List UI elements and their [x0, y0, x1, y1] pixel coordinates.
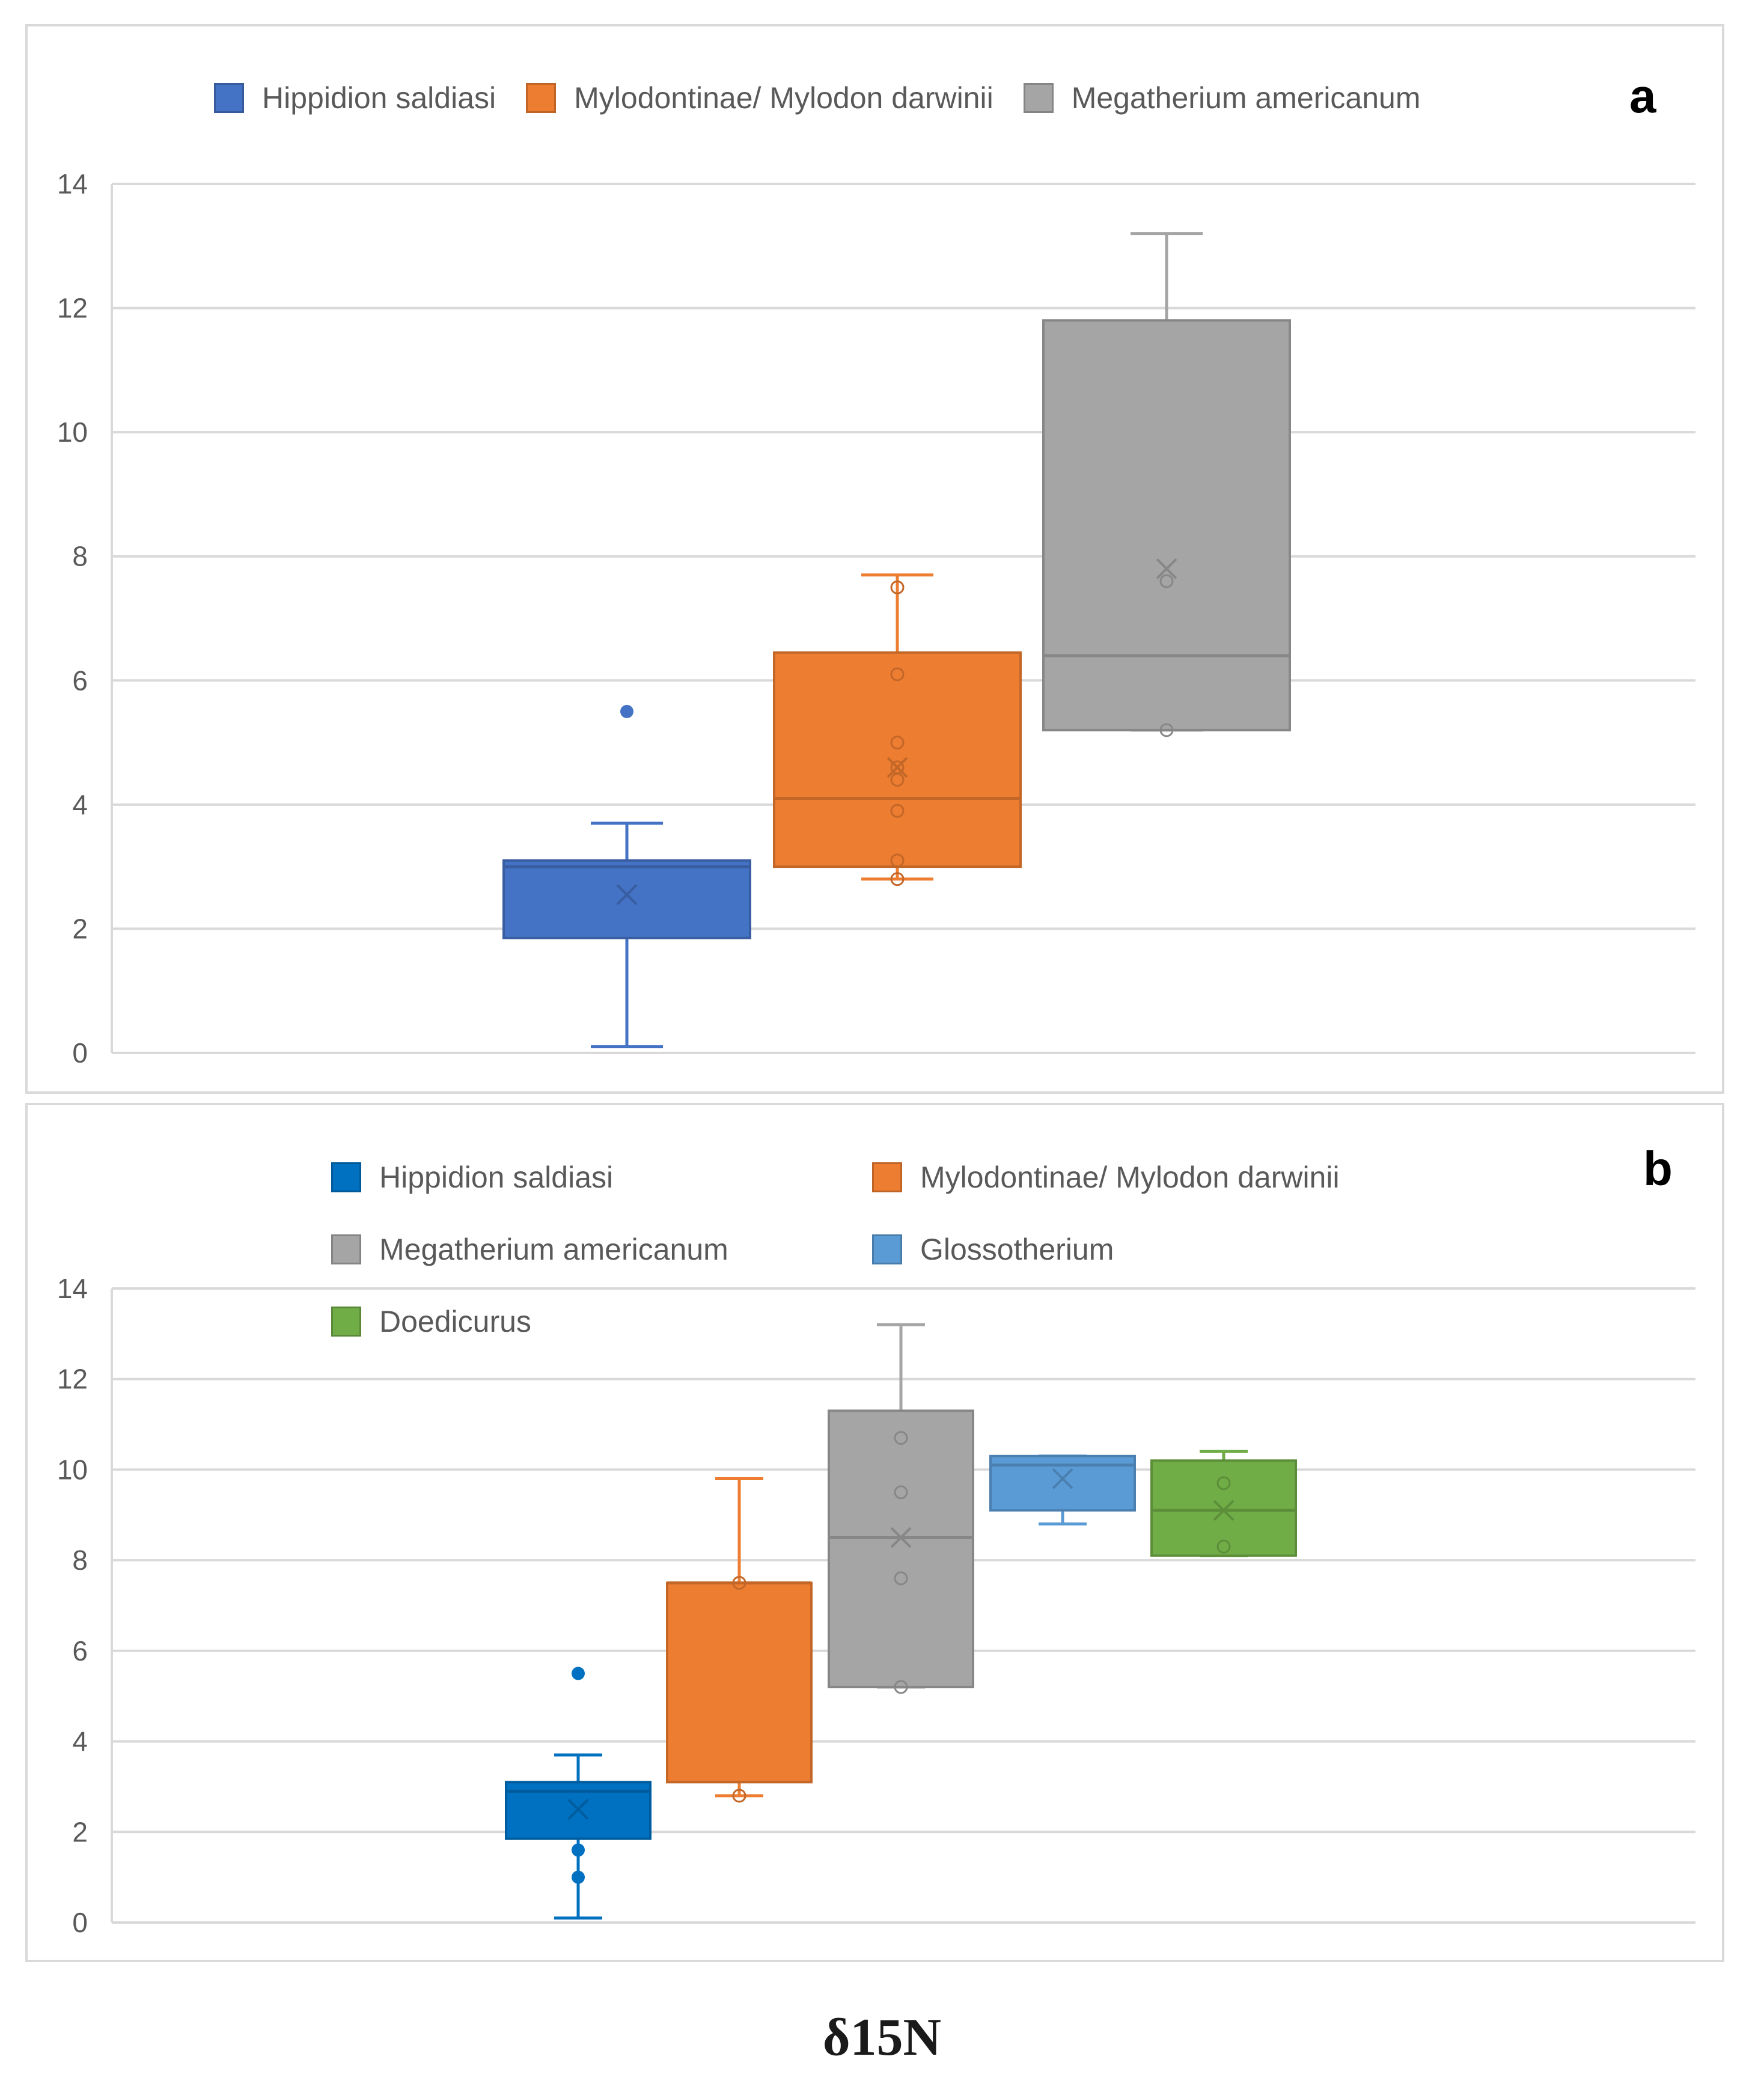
box [828, 1409, 974, 1689]
legend-swatch [872, 1162, 902, 1192]
data-point [732, 1576, 746, 1590]
data-point [890, 804, 905, 818]
data-point [890, 853, 905, 868]
plot-a: 0 2 4 6 8 10 12 14 [57, 168, 1695, 1069]
data-point [894, 1571, 908, 1585]
plot-b: 0 2 4 6 8 10 12 14 [57, 1273, 1695, 1938]
data-point [894, 1680, 908, 1694]
legend-label: Doedicurus [379, 1305, 531, 1338]
box [666, 1581, 813, 1784]
box [502, 859, 751, 939]
outlier-point [572, 1667, 585, 1680]
data-point [1159, 574, 1174, 588]
y-tick-label: 10 [57, 1454, 88, 1485]
mean-marker [616, 884, 638, 906]
y-tick-label: 2 [72, 1816, 88, 1847]
outlier-point [620, 704, 633, 718]
panel-label-b: b [1643, 1142, 1673, 1195]
data-point [894, 1431, 908, 1445]
chart-panel-a: Hippidion saldiasi Mylodontinae/ Mylodon … [25, 24, 1724, 1094]
y-tick-label: 4 [72, 1726, 88, 1757]
y-tick-label: 8 [72, 1545, 88, 1576]
legend-item: Megatherium americanum [1023, 81, 1421, 115]
mean-marker [890, 1527, 912, 1548]
y-tick-label: 0 [72, 1037, 88, 1069]
y-tick-label: 4 [72, 789, 88, 820]
legend-swatch [214, 83, 244, 113]
legend-item: Mylodontinae/ Mylodon darwinii [526, 81, 993, 115]
legend-label: Megatherium americanum [1071, 81, 1421, 115]
mean-marker [1213, 1499, 1234, 1521]
y-tick-label: 14 [57, 168, 88, 200]
legend-swatch [526, 83, 557, 113]
data-point [1216, 1476, 1231, 1490]
mean-marker [567, 1799, 589, 1820]
data-point [1159, 723, 1174, 737]
box [1042, 319, 1291, 731]
mean-marker [1052, 1468, 1073, 1489]
outlier-point [572, 1843, 585, 1857]
data-point [890, 760, 905, 775]
data-point [890, 872, 905, 886]
legend-label: Hippidion saldiasi [262, 81, 496, 115]
legend-item: Hippidion saldiasi [331, 1141, 872, 1213]
data-point [1216, 1540, 1231, 1554]
y-tick-label: 6 [72, 665, 88, 696]
legend-swatch [331, 1162, 361, 1192]
y-tick-label: 10 [57, 416, 88, 448]
mean-marker [1156, 558, 1177, 579]
legend-label: Hippidion saldiasi [379, 1160, 614, 1194]
legend-b: Hippidion saldiasi Mylodontinae/ Mylodon … [331, 1141, 1413, 1358]
legend-item: Hippidion saldiasi [214, 81, 496, 115]
data-point [894, 1485, 908, 1499]
y-tick-label: 12 [57, 1364, 88, 1395]
legend-item: Mylodontinae/ Mylodon darwinii [872, 1141, 1413, 1213]
legend-swatch [331, 1234, 361, 1264]
y-tick-label: 0 [72, 1907, 88, 1938]
data-point [732, 1788, 746, 1803]
legend-swatch [331, 1307, 361, 1337]
legend-label: Mylodontinae/ Mylodon darwinii [920, 1160, 1340, 1194]
outlier-point [572, 1870, 585, 1884]
legend-label: Glossotherium [920, 1233, 1114, 1266]
y-tick-label: 12 [57, 293, 88, 324]
legend-label: Megatherium americanum [379, 1233, 728, 1266]
legend-a: Hippidion saldiasi Mylodontinae/ Mylodon … [214, 81, 1656, 115]
legend-swatch [872, 1234, 902, 1264]
y-tick-label: 8 [72, 541, 88, 572]
figure-caption: δ15N [822, 2008, 942, 2067]
data-point [890, 580, 905, 594]
data-point [890, 736, 905, 750]
legend-swatch [1023, 83, 1054, 113]
legend-item: Megatherium americanum [331, 1213, 872, 1285]
panel-label-a: a [1629, 69, 1656, 123]
y-tick-label: 6 [72, 1635, 88, 1667]
y-tick-label: 14 [57, 1273, 88, 1304]
box [773, 651, 1022, 868]
data-point [890, 667, 905, 682]
y-tick-label: 2 [72, 913, 88, 944]
mean-marker [887, 757, 908, 778]
legend-label: Mylodontinae/ Mylodon darwinii [574, 81, 993, 115]
legend-item: Glossotherium [872, 1213, 1413, 1285]
chart-panel-b: Hippidion saldiasi Mylodontinae/ Mylodon … [25, 1103, 1724, 1962]
legend-item: Doedicurus [331, 1285, 872, 1358]
